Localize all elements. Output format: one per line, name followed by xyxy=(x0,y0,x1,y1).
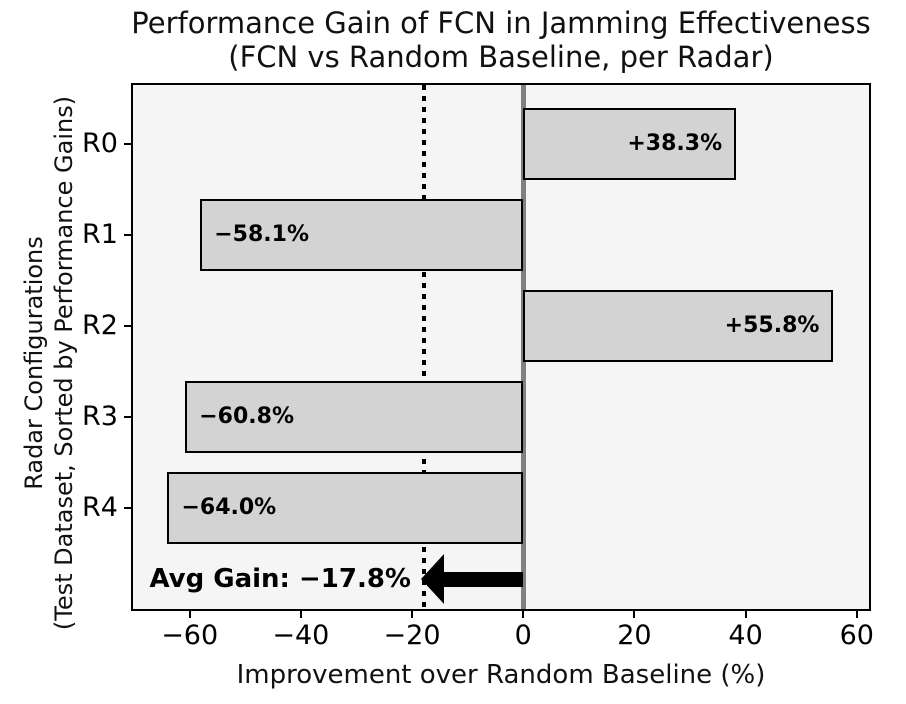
bar-R3 xyxy=(185,381,524,453)
y-tick-mark xyxy=(124,507,131,509)
bar-value-label: −60.8% xyxy=(199,404,295,429)
x-tick-mark xyxy=(188,611,191,618)
bar-R0 xyxy=(523,108,737,180)
chart-title-line2: (FCN vs Random Baseline, per Radar) xyxy=(228,40,774,75)
plot-area: +38.3% −58.1% +55.8% −60.8% −64.0% Avg Gain: … xyxy=(131,83,871,611)
x-tick-mark xyxy=(744,611,747,618)
bar-R2 xyxy=(523,290,834,362)
x-tick-label: 20 xyxy=(617,620,652,651)
avg-arrow-tail xyxy=(444,571,524,587)
x-tick-mark xyxy=(299,611,302,618)
x-tick-mark xyxy=(855,611,858,618)
bar-value-label: −64.0% xyxy=(181,495,277,520)
x-tick-mark xyxy=(633,611,636,618)
x-tick-mark xyxy=(522,611,525,618)
avg-gain-annotation: Avg Gain: −17.8% xyxy=(149,564,411,594)
chart-title-line1: Performance Gain of FCN in Jamming Effec… xyxy=(131,6,871,40)
y-tick-label-R0: R0 xyxy=(82,128,118,159)
y-tick-label-R3: R3 xyxy=(82,401,118,432)
y-tick-mark xyxy=(124,325,131,327)
y-tick-mark xyxy=(124,143,131,145)
x-tick-label: 0 xyxy=(514,620,532,651)
x-tick-mark xyxy=(411,611,414,618)
avg-reference-line xyxy=(422,85,427,609)
bar-value-label: −58.1% xyxy=(214,222,310,247)
y-tick-label-R1: R1 xyxy=(82,219,118,250)
y-tick-label-R4: R4 xyxy=(82,492,118,523)
bar-value-label: +38.3% xyxy=(627,131,723,156)
y-tick-mark xyxy=(124,234,131,236)
avg-arrow-head-icon xyxy=(421,554,445,604)
x-tick-label: −60 xyxy=(161,620,219,651)
y-tick-mark xyxy=(124,416,131,418)
y-tick-label-R2: R2 xyxy=(82,310,118,341)
x-tick-label: 60 xyxy=(839,620,874,651)
x-tick-label: −20 xyxy=(383,620,441,651)
x-tick-label: 40 xyxy=(728,620,763,651)
chart-title: Performance Gain of FCN in Jamming Effec… xyxy=(131,6,871,74)
x-tick-label: −40 xyxy=(272,620,330,651)
bar-R4 xyxy=(167,472,524,544)
bar-R1 xyxy=(200,199,524,271)
bar-value-label: +55.8% xyxy=(724,313,820,338)
x-axis-label: Improvement over Random Baseline (%) xyxy=(236,660,766,690)
